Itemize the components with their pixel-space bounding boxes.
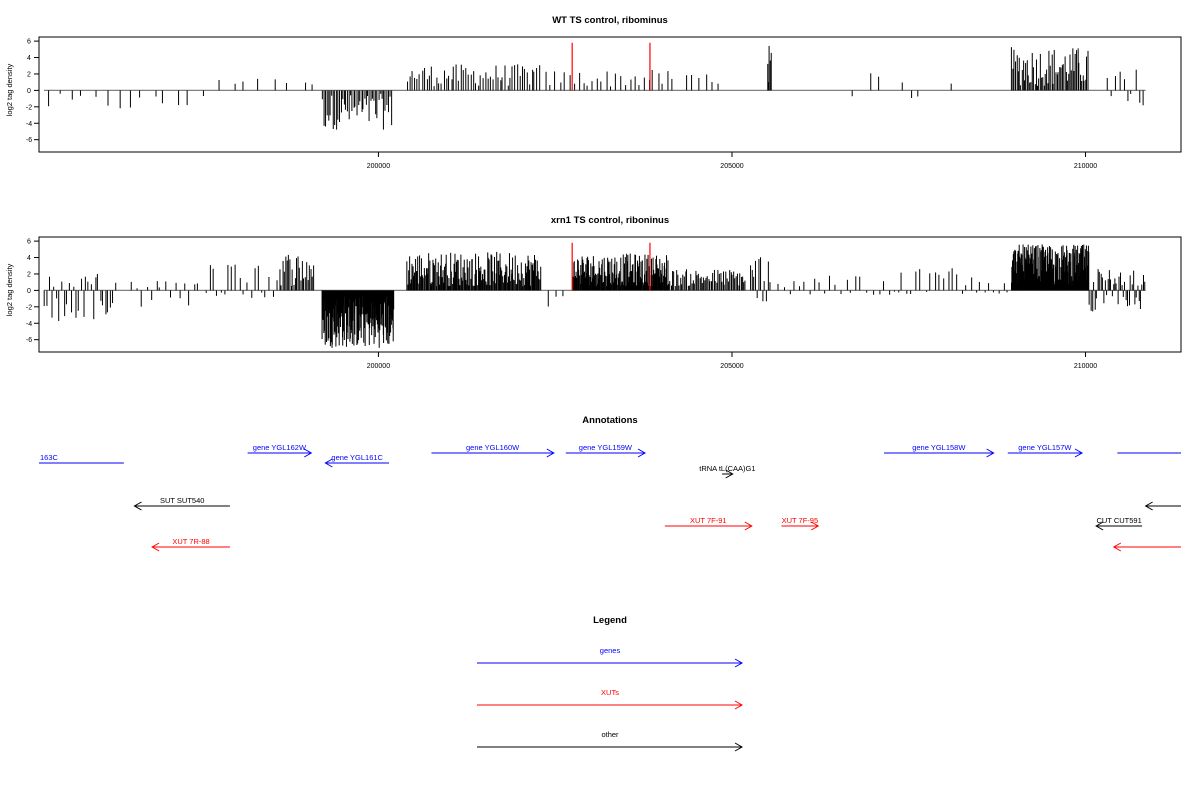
y-tick-label: 4 [27,55,31,62]
bar-series [43,244,1146,348]
x-tick-label: 205000 [720,163,743,170]
highlight-marks [571,42,651,91]
legend: Legend genes XUTs other [477,615,744,752]
arrow-head [151,542,160,552]
annotations-title: Annotations [582,415,637,426]
chart-title: xrn1 TS control, riboninus [551,215,669,226]
feature-other: SUT SUT540 [133,496,230,511]
bar-series [43,45,1146,130]
chart-panel-wt: WT TS control, ribominus log2 tag densit… [5,15,1182,170]
feature-xut: XUT 7F-91 [664,516,753,531]
x-tick-label: 210000 [1074,163,1097,170]
highlight-marks [571,242,651,291]
legend-item-other: other [477,730,744,752]
feature-gene: gene YGL162W [247,443,313,458]
feature-label: XUT 7R-88 [172,537,209,546]
feature-xut: XUT 7R-88 [151,537,230,552]
legend-title: Legend [593,615,627,626]
feature-gene: gene YGL158W [884,443,995,458]
feature-label: 163C [40,453,59,462]
feature-gene: gene YGL159W [565,443,647,458]
y-tick-label: 4 [27,255,31,262]
arrow-head [1074,448,1084,458]
y-axis: 6 4 2 0 -2 -4 -6 [26,239,39,344]
feature-xut [1112,542,1181,552]
feature-gene: gene YGL161C [324,453,390,468]
y-tick-label: 6 [27,239,31,246]
arrow-head [1144,501,1153,511]
arrow-head [744,521,753,531]
feature-gene: gene YGL157W [1007,443,1084,458]
chart-panel-xrn1: xrn1 TS control, riboninus log2 tag dens… [5,215,1182,370]
y-tick-label: -4 [26,321,32,328]
arrow-head [734,658,744,668]
x-tick-label: 210000 [1074,363,1097,370]
feature-label: gene YGL162W [253,443,307,452]
plot-frame [38,236,1182,353]
feature-list: 163C gene YGL162W gene YGL161C gene YGL160W… [39,443,1181,552]
arrow-head [734,700,744,710]
x-axis: 200000 205000 210000 [367,352,1097,370]
y-axis-label: log2 tag density [5,63,14,116]
feature-label: SUT SUT540 [160,496,204,505]
arrow-head [1112,542,1122,552]
y-tick-label: 6 [27,39,31,46]
arrow-head [324,458,333,468]
x-tick-label: 205000 [720,363,743,370]
feature-other: CUT CUT591 [1095,516,1143,531]
y-tick-label: -2 [26,304,32,311]
y-axis-label: log2 tag density [5,263,14,316]
feature-label: gene YGL161C [331,453,383,462]
y-tick-label: 2 [27,71,31,78]
feature-gene: 163C [39,453,124,464]
feature-label: gene YGL158W [912,443,966,452]
y-axis: 6 4 2 0 -2 -4 -6 [26,39,39,144]
feature-gene: gene YGL160W [431,443,555,458]
feature-label: CUT CUT591 [1096,516,1141,525]
y-tick-label: -4 [26,121,32,128]
chart-title: WT TS control, ribominus [552,15,668,26]
y-tick-label: -6 [26,337,32,344]
feature-label: XUT 7F-95 [782,516,819,525]
legend-label: other [601,730,619,739]
x-tick-label: 200000 [367,163,390,170]
arrow-head [133,501,142,511]
legend-items: genes XUTs other [477,646,744,752]
feature-label: gene YGL160W [466,443,520,452]
arrow-head [986,448,995,458]
y-tick-label: 2 [27,271,31,278]
feature-label: XUT 7F-91 [690,516,727,525]
plot-frame [38,36,1182,153]
feature-label: tRNA tL(CAA)G1 [699,464,755,473]
arrow-head [810,521,820,531]
arrow-head [1095,521,1104,531]
legend-label: genes [600,646,621,655]
y-tick-label: 0 [27,88,31,95]
arrow-head [303,448,313,458]
arrow-head [546,448,555,458]
feature-label: gene YGL159W [579,443,633,452]
legend-item-gene: genes [477,646,744,668]
feature-other [1144,501,1181,511]
legend-label: XUTs [601,688,619,697]
feature-other: tRNA tL(CAA)G1 [699,464,756,479]
feature-xut: XUT 7F-95 [781,516,820,531]
x-axis: 200000 205000 210000 [367,152,1097,170]
y-tick-label: 0 [27,288,31,295]
y-tick-label: -6 [26,137,32,144]
feature-label: gene YGL157W [1018,443,1072,452]
annotations-track: Annotations 163C gene YGL162W gene YGL161C… [39,415,1181,552]
arrow-head [725,469,734,479]
legend-item-xut: XUTs [477,688,744,710]
arrow-head [637,448,647,458]
arrow-head [734,742,744,752]
x-tick-label: 200000 [367,363,390,370]
y-tick-label: -2 [26,104,32,111]
